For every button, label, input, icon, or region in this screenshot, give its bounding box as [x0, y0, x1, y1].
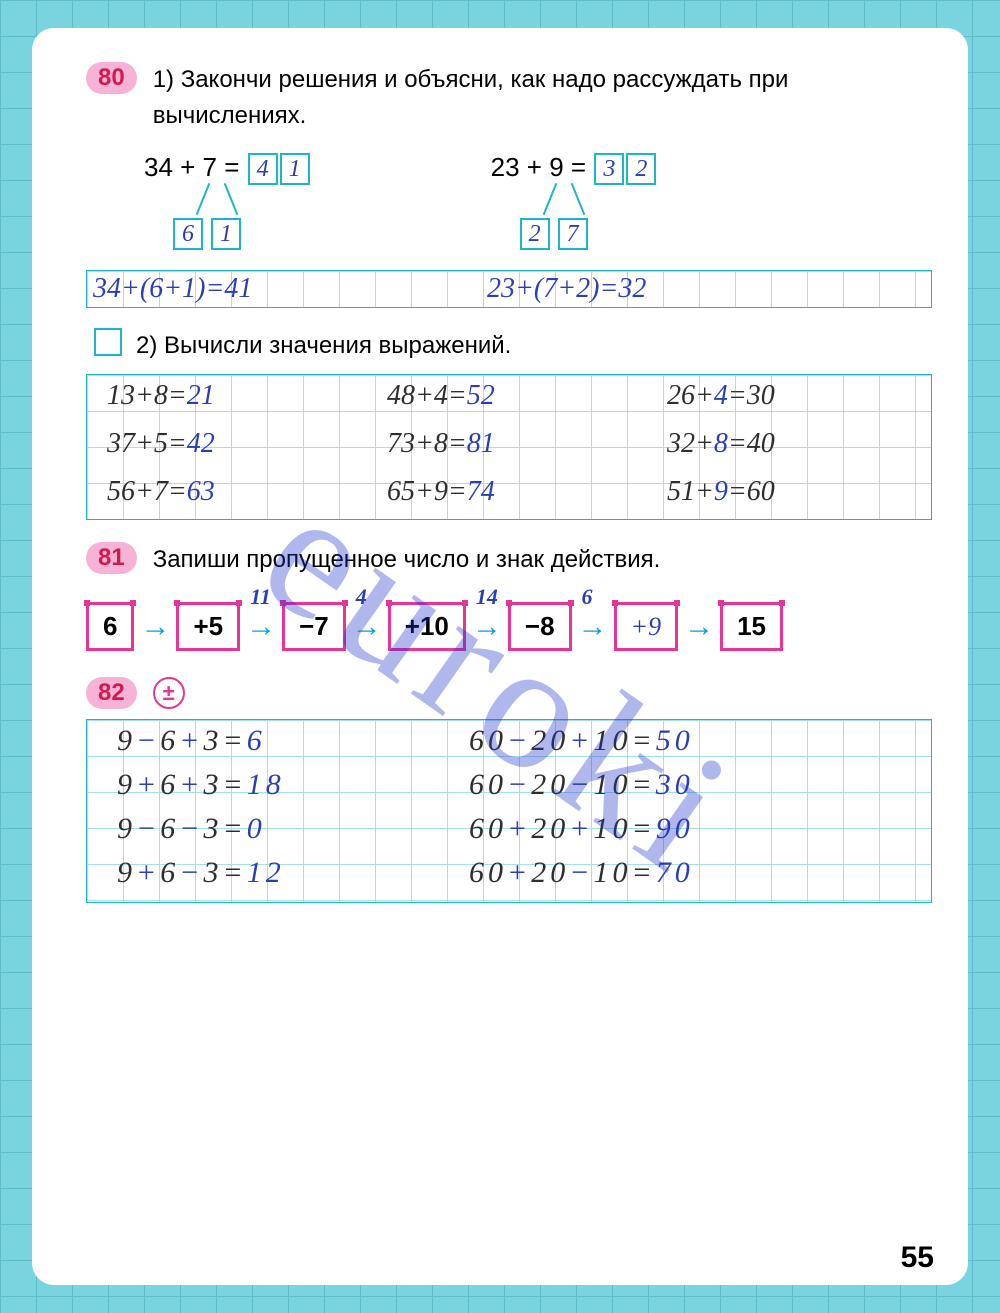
- answer-box: 3: [594, 153, 624, 185]
- equation-a: 34 + 7 = 41 6 1: [144, 152, 311, 262]
- decomp-box: 7: [558, 218, 588, 250]
- equation-row: 48+4=52: [387, 379, 495, 413]
- arrow-label: 11: [250, 584, 271, 610]
- equation-row: 60+20+10=90: [467, 812, 692, 846]
- equation-row: 26+4=30: [667, 379, 775, 413]
- chain-box: +9: [614, 602, 679, 651]
- decomp-box: 6: [173, 218, 203, 250]
- arrow-icon: →: [684, 610, 714, 644]
- equation-row: 32+8=40: [667, 427, 775, 461]
- exercise-number-81: 81: [86, 542, 137, 574]
- arrow-icon: →14: [472, 610, 502, 644]
- chain-box: −8: [508, 602, 572, 651]
- page-content: 80 1) Закончи решения и объясни, как над…: [32, 28, 968, 1285]
- equation-row: 60+20−10=70: [467, 856, 692, 890]
- page-number: 55: [901, 1241, 934, 1275]
- equation-row: 56+7=63: [107, 475, 215, 509]
- plus-minus-icon: ±: [153, 677, 185, 709]
- chain-box: −7: [282, 602, 346, 651]
- equation-row: 60−20−10=30: [467, 768, 692, 802]
- equation-row: 51+9=60: [667, 475, 775, 509]
- operation-chain: 6→+5→11−7→4+10→14−8→6+9→15: [86, 602, 932, 651]
- subpart-checkbox: [94, 328, 122, 356]
- decomp-box: 1: [211, 218, 241, 250]
- equation-row: 37+5=42: [107, 427, 215, 461]
- grid-strip-82: 9−6+3=6 9+6+3=18 9−6−3=0 9+6−3=12 60−20+10=…: [86, 719, 932, 903]
- equation-row: 9−6+3=6: [115, 724, 283, 758]
- arrow-label: 6: [582, 584, 593, 610]
- equation-row: 9+6+3=18: [115, 768, 283, 802]
- exercise-number-82: 82: [86, 677, 137, 709]
- grid-strip-80-1: 34+(6+1)=41 23+(7+2)=32: [86, 270, 932, 308]
- exercise-80-header: 80 1) Закончи решения и объясни, как над…: [86, 62, 932, 134]
- equation-row: 60−20+10=50: [467, 724, 692, 758]
- handwritten-line-b: 23+(7+2)=32: [487, 273, 646, 305]
- arrow-icon: →4: [352, 610, 382, 644]
- exercise-number-80: 80: [86, 62, 137, 94]
- exercise-81-text: Запиши пропущенное число и знак действия…: [153, 542, 661, 578]
- equation-row: 9+6−3=12: [115, 856, 283, 890]
- arrow-label: 14: [476, 584, 498, 610]
- equation-row: 9−6−3=0: [115, 812, 283, 846]
- arrow-label: 4: [356, 584, 367, 610]
- equation-row: 65+9=74: [387, 475, 495, 509]
- exercise-80-part2: 2) Вычисли значения выражений.: [86, 328, 932, 364]
- grid-strip-80-2: 13+8=21 37+5=42 56+7=63 48+4=52 73+8=81 65+9…: [86, 374, 932, 520]
- exercise-81-header: 81 Запиши пропущенное число и знак дейст…: [86, 542, 932, 578]
- exercise-82-header: 82 ±: [86, 677, 932, 709]
- answer-box: 4: [248, 153, 278, 185]
- decomp-box: 2: [520, 218, 550, 250]
- chain-box: 15: [720, 602, 783, 651]
- arrow-icon: →6: [578, 610, 608, 644]
- equation-b: 23 + 9 = 32 2 7: [491, 152, 658, 262]
- exercise-80-part1-text: 1) Закончи решения и объясни, как надо р…: [153, 66, 789, 129]
- answer-box: 2: [626, 153, 656, 185]
- arrow-icon: →11: [246, 610, 276, 644]
- equation-row: 73+8=81: [387, 427, 495, 461]
- page-background: 80 1) Закончи решения и объясни, как над…: [0, 0, 1000, 1313]
- equation-row: 13+8=21: [107, 379, 215, 413]
- chain-box: +10: [388, 602, 466, 651]
- chain-box: 6: [86, 602, 134, 651]
- handwritten-line-a: 34+(6+1)=41: [93, 273, 252, 305]
- exercise-80-equations: 34 + 7 = 41 6 1 23 + 9 = 32 2 7: [86, 152, 932, 262]
- chain-box: +5: [176, 602, 240, 651]
- exercise-80-part2-text: 2) Вычисли значения выражений.: [136, 328, 511, 364]
- answer-box: 1: [280, 153, 310, 185]
- arrow-icon: →: [140, 610, 170, 644]
